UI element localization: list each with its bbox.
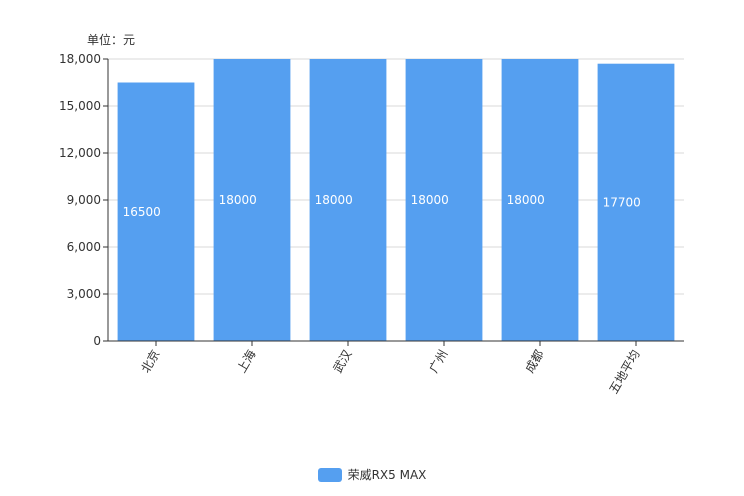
bar xyxy=(117,82,195,341)
x-tick-label: 上海 xyxy=(234,347,259,375)
x-tick-label: 五地平均 xyxy=(606,348,642,397)
data-label: 18000 xyxy=(315,193,353,207)
y-tick-label: 15,000 xyxy=(59,99,101,113)
y-tick-label: 3,000 xyxy=(67,287,101,301)
x-tick-label: 武汉 xyxy=(330,348,354,376)
legend-swatch xyxy=(317,467,342,482)
y-tick-label: 18,000 xyxy=(59,52,101,66)
bar xyxy=(309,59,387,341)
data-label: 18000 xyxy=(219,193,257,207)
bar xyxy=(501,59,579,341)
legend: 荣威RX5 MAX xyxy=(0,466,744,483)
data-label: 18000 xyxy=(507,193,545,207)
y-tick-label: 0 xyxy=(93,334,101,348)
y-tick-label: 12,000 xyxy=(59,146,101,160)
x-tick-label: 成都 xyxy=(522,348,546,376)
bar xyxy=(405,59,483,341)
bar xyxy=(213,59,291,341)
bar xyxy=(597,63,675,341)
legend-label[interactable]: 荣威RX5 MAX xyxy=(347,468,427,482)
data-label: 18000 xyxy=(411,193,449,207)
x-tick-label: 北京 xyxy=(138,348,162,376)
x-tick-label: 广州 xyxy=(426,348,450,376)
data-label: 17700 xyxy=(603,195,641,209)
y-tick-label: 6,000 xyxy=(67,240,101,254)
unit-label: 单位：元 xyxy=(87,33,136,47)
y-tick-label: 9,000 xyxy=(67,193,101,207)
data-label: 16500 xyxy=(123,205,161,219)
